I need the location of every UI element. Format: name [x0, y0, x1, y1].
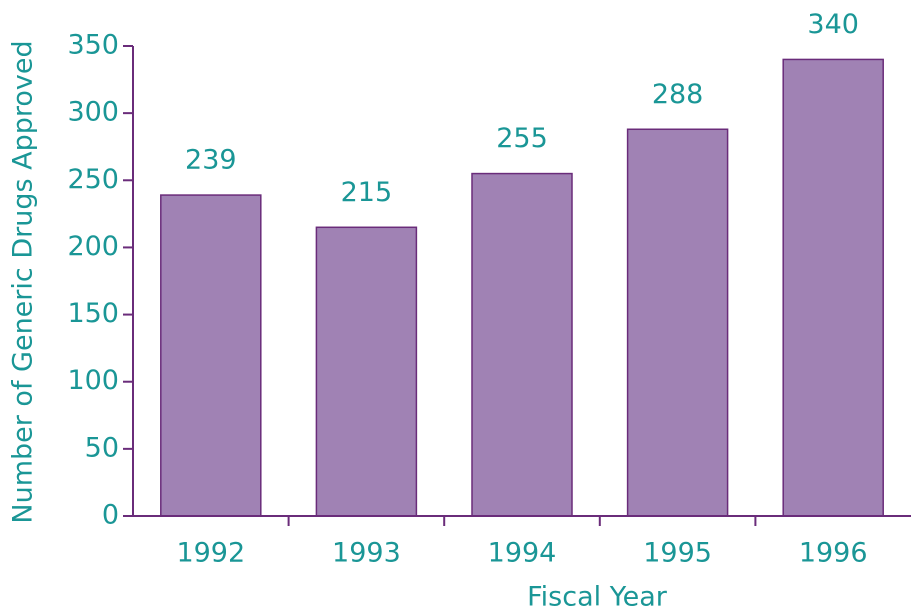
y-tick-label: 0 [102, 500, 119, 531]
data-label: 288 [652, 79, 704, 110]
y-axis-label: Number of Generic Drugs Approved [8, 40, 39, 523]
bar [782, 58, 884, 517]
y-tick-label: 150 [67, 298, 119, 329]
x-tick-label: 1992 [176, 538, 245, 569]
data-label: 239 [185, 145, 237, 176]
y-tick-label: 300 [67, 97, 119, 128]
bar [471, 172, 573, 517]
x-tick-label: 1993 [332, 538, 401, 569]
x-axis-label: Fiscal Year [527, 582, 668, 613]
y-tick-label: 250 [67, 164, 119, 195]
data-label: 340 [807, 9, 859, 40]
bar [315, 226, 418, 517]
bar [160, 194, 262, 517]
x-tick-label: 1996 [799, 538, 868, 569]
y-tick-label: 50 [85, 432, 119, 463]
x-tick-label: 1995 [643, 538, 712, 569]
data-label: 215 [341, 177, 393, 208]
y-tick-label: 200 [67, 231, 119, 262]
bar [626, 128, 729, 517]
y-tick-label: 350 [67, 30, 119, 61]
y-tick-label: 100 [67, 365, 119, 396]
data-label: 255 [496, 123, 548, 154]
x-tick-label: 1994 [488, 538, 557, 569]
